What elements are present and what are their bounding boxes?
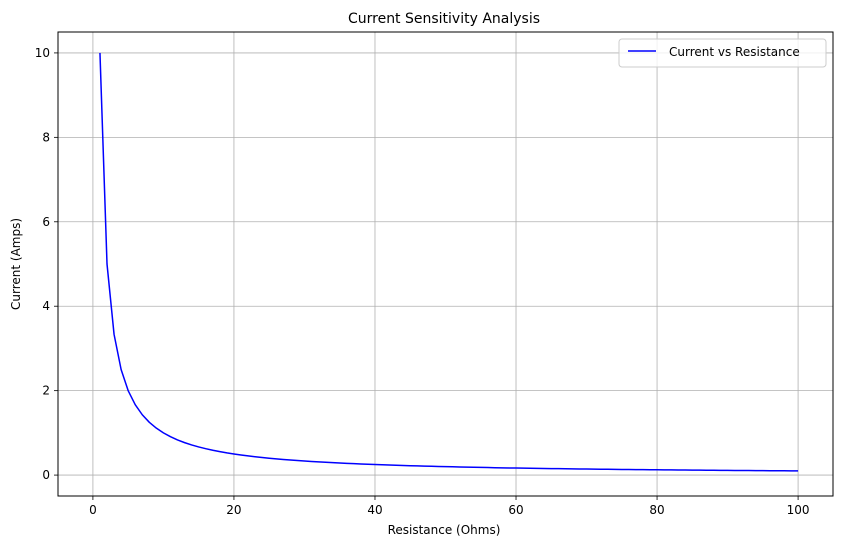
plot-frame [57, 31, 834, 497]
y-tick-label: 2 [42, 384, 50, 398]
y-tick-label: 10 [35, 46, 50, 60]
grid [58, 32, 833, 496]
x-tick-label: 0 [89, 503, 97, 517]
x-tick-label: 80 [649, 503, 664, 517]
x-axis: 0 20 40 60 80 100 [89, 496, 810, 517]
x-tick-label: 100 [787, 503, 810, 517]
y-axis: 0 2 4 6 8 10 [35, 46, 58, 482]
x-tick-label: 20 [226, 503, 241, 517]
legend-label: Current vs Resistance [669, 45, 800, 59]
y-tick-label: 6 [42, 215, 50, 229]
x-axis-label: Resistance (Ohms) [388, 523, 501, 537]
y-tick-label: 0 [42, 468, 50, 482]
y-axis-label: Current (Amps) [9, 218, 23, 310]
x-tick-label: 40 [367, 503, 382, 517]
y-tick-label: 4 [42, 299, 50, 313]
x-tick-label: 60 [508, 503, 523, 517]
series-line [99, 52, 799, 472]
chart-title: Current Sensitivity Analysis [348, 11, 540, 27]
legend: Current vs Resistance [618, 38, 827, 68]
legend-box [618, 38, 827, 68]
y-tick-label: 8 [42, 130, 50, 144]
series-layer [99, 52, 799, 472]
